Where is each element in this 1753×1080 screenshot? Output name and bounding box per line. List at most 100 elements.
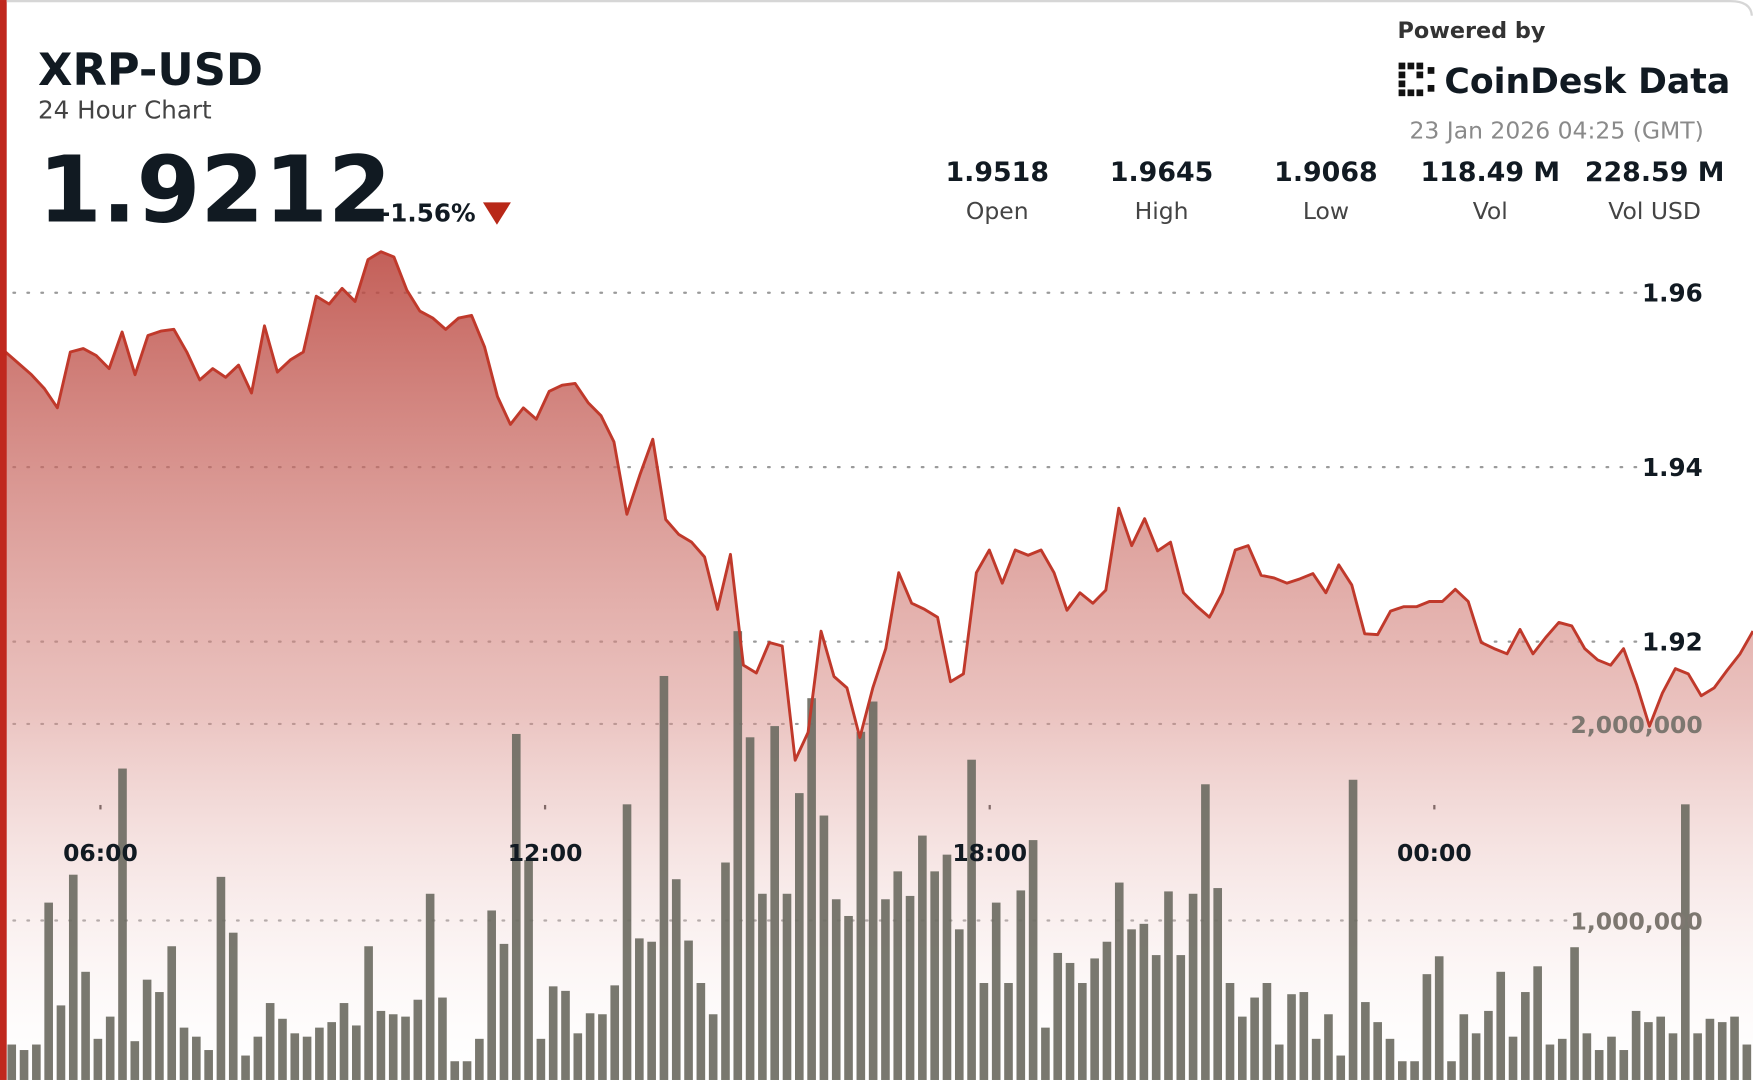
area-layer (5, 251, 1753, 1080)
y-tick-label: 1.96 (1642, 279, 1703, 308)
volume-bar (807, 698, 816, 1080)
volume-bar (721, 862, 730, 1080)
volume-bar (1361, 1002, 1370, 1080)
volume-bar (1114, 882, 1124, 1080)
volume-bar (265, 1003, 275, 1080)
volume-bar (770, 726, 780, 1080)
volume-bar (1225, 983, 1235, 1080)
volume-bar (155, 992, 164, 1080)
volume-bar (1656, 1016, 1666, 1080)
volume-bar (1238, 1016, 1247, 1080)
volume-bar (524, 860, 533, 1080)
volume-bar (905, 895, 915, 1080)
volume-bar (1508, 1036, 1518, 1080)
volume-bar (1533, 966, 1542, 1080)
volume-bar (979, 983, 989, 1080)
stat-value: 1.9068 (1274, 157, 1378, 188)
volume-bar (475, 1038, 484, 1080)
volume-bar (339, 1003, 349, 1080)
volume-bar (1287, 994, 1296, 1080)
volume-bar (1644, 1022, 1653, 1080)
volume-bar (1028, 840, 1038, 1080)
line-layer (4, 250, 1753, 762)
volume-bar (893, 871, 903, 1080)
volume-bar (1557, 1038, 1567, 1080)
volume-bar (413, 999, 423, 1080)
volume-bar (204, 1050, 213, 1080)
volume-bar (487, 910, 496, 1080)
volume-bar (278, 1018, 287, 1080)
price-area (5, 251, 1753, 1080)
volume-bar (635, 938, 644, 1080)
volume-bar (844, 915, 853, 1080)
volume-bar (782, 893, 792, 1080)
volume-bar (548, 986, 558, 1080)
volume-bar (1299, 992, 1309, 1080)
change: -1.56% (380, 198, 475, 227)
volume-bar (573, 1033, 583, 1080)
volume-bar (142, 979, 152, 1080)
volume-bar (44, 902, 53, 1080)
powered-by: Powered by (1397, 18, 1545, 44)
volume-bar (1681, 804, 1690, 1080)
volume-bar (364, 946, 373, 1080)
volume-bar (351, 1025, 361, 1080)
volume-bar (622, 804, 632, 1080)
volume-bar (1164, 891, 1173, 1080)
volume-bar (1410, 1061, 1419, 1080)
volume-bar (327, 1022, 336, 1080)
volume-bar (831, 899, 841, 1080)
volume-bar (425, 893, 435, 1080)
volume-bar (290, 1033, 300, 1080)
volume-bar (499, 943, 509, 1080)
y-tick-label: 1.94 (1642, 453, 1703, 482)
volume-bar (1594, 1050, 1604, 1080)
volume-bar (388, 1014, 398, 1080)
brand-logo (1398, 62, 1435, 97)
volume-bar (253, 1036, 263, 1080)
volume-bar (1213, 888, 1223, 1080)
volume-bar (1311, 1038, 1321, 1080)
stat-value: 1.9645 (1110, 157, 1214, 188)
volume-bar (68, 874, 78, 1080)
volume-bar (745, 737, 755, 1080)
volume-bar (708, 1014, 718, 1080)
volume-bar (450, 1061, 460, 1080)
volume-bar (1459, 1014, 1469, 1080)
volume-bar (1065, 962, 1075, 1080)
symbol: XRP-USD (38, 43, 263, 96)
stat-label: Low (1303, 197, 1349, 225)
volume-bar (733, 631, 743, 1080)
accent-bar (0, 0, 7, 1080)
volume-bar (881, 899, 890, 1080)
stat-label: High (1135, 197, 1189, 225)
volume-bar (585, 1013, 595, 1080)
price-line (4, 250, 1753, 762)
volume-bar (130, 1041, 140, 1080)
volume-bar (315, 1027, 324, 1080)
stat-value: 1.9518 (945, 157, 1049, 188)
volume-bar (1262, 983, 1272, 1080)
volume-bar (598, 1014, 607, 1080)
volume-bar (1336, 1055, 1346, 1080)
volume-bar (179, 1027, 189, 1080)
volume-bar (1139, 923, 1149, 1080)
volume-bar (241, 1055, 250, 1080)
volume-bar (1324, 1014, 1333, 1080)
volume-bar (1484, 1010, 1493, 1080)
volume-bar (819, 815, 829, 1080)
volume-bar (1176, 955, 1186, 1080)
timestamp: 23 Jan 2026 04:25 (GMT) (1409, 117, 1703, 145)
volume-bar (1693, 1033, 1702, 1080)
volume-bar (930, 871, 939, 1080)
stat-value: 118.49 M (1420, 157, 1560, 188)
volume-bar (868, 701, 878, 1080)
volume-bar (1250, 997, 1259, 1080)
brand-name: CoinDesk Data (1444, 62, 1730, 102)
volume-bar (216, 876, 226, 1080)
volume-bar (1705, 1018, 1715, 1080)
volume-bar (1348, 779, 1358, 1080)
